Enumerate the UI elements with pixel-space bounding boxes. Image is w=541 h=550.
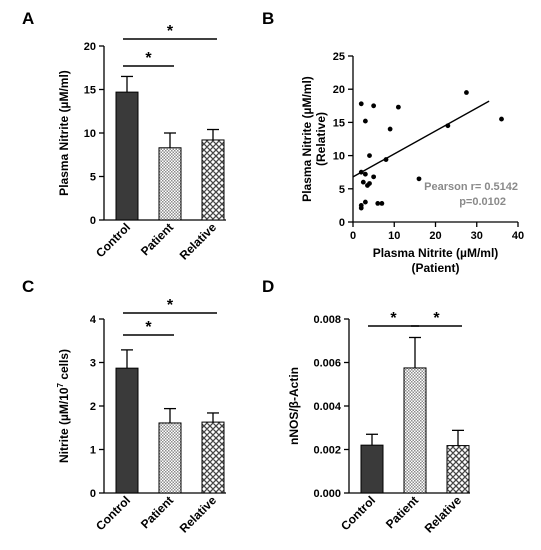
x-tick-label: 40 [512,230,524,242]
x-axis-label: Plasma Nitrite (µM/ml) [373,246,499,260]
scatter-point [371,174,377,180]
bar-control [360,444,384,494]
panel-c-bar-chart: 0 1 2 3 4 Nitrite (µM/107 cells) Control Patien… [56,297,226,536]
y-tick-label: 0.006 [313,358,341,370]
y-tick-label: 20 [333,84,345,96]
panel-a-bar-chart: 0 5 10 15 20 Plasma Nitrite (µM/ml) Control Pat… [57,23,226,263]
bar-patient [403,367,427,494]
bar-control [115,91,139,221]
panel-letter-a: A [22,9,34,28]
scatter-point [464,90,469,95]
y-axis-label: Nitrite (µM/107 cells) [56,349,71,463]
y-tick-label: 15 [333,117,345,129]
pearson-r-label: Pearson r= 0.5142 [424,181,518,193]
x-category-label: Control [93,220,133,260]
panel-letter-c: C [22,277,34,296]
significance-star: * [167,297,174,314]
y-tick-label: 0.004 [313,401,341,413]
scatter-point [395,104,401,110]
panel-letter-d: D [262,277,274,296]
scatter-point [365,183,370,188]
y-tick-label: 20 [84,41,96,53]
y-tick-label: 1 [90,445,96,457]
significance-star: * [145,50,152,67]
y-tick-label: 25 [333,51,345,63]
x-tick-label: 20 [429,230,441,242]
panel-d-bar-chart: 0.000 0.002 0.004 0.006 0.008 nNOS/β-Actin Con… [287,310,470,536]
y-tick-label: 0 [90,488,96,500]
y-tick-label: 5 [90,172,96,184]
x-category-label: Relative [422,493,465,536]
y-tick-label: 0.008 [313,314,341,326]
x-tick-label: 0 [350,230,356,242]
bar-control [115,367,139,494]
significance-star: * [390,310,397,327]
x-category-label: Control [338,493,378,533]
significance-star: * [167,23,174,40]
y-tick-label: 10 [84,128,96,140]
scatter-point [387,126,393,132]
regression-line [352,100,490,178]
bar-patient [158,147,182,221]
scatter-point [362,118,368,124]
p-value-label: p=0.0102 [459,196,506,208]
panel-b-scatter-plot: 0 10 20 30 40 0 5 10 15 20 25 Plasma Nitrite (µM/ml… [300,51,524,275]
bar-patient [158,422,182,494]
y-tick-label: 15 [84,85,96,97]
x-category-label: Patient [383,493,421,531]
scatter-point [416,176,422,182]
significance-star: * [433,310,440,327]
x-axis-label-sub: (Patient) [412,261,460,275]
y-tick-label: 0 [90,215,96,227]
scatter-point [358,205,364,211]
scatter-point [379,201,385,206]
scatter-point [358,101,364,107]
y-tick-label: 0.000 [313,488,341,500]
x-tick-label: 10 [388,230,400,242]
scatter-point [362,199,368,205]
x-category-label: Patient [138,220,176,258]
significance-star: * [145,319,152,336]
bar-relative [446,445,470,494]
scatter-point [375,201,381,206]
y-tick-label: 0 [339,217,345,229]
y-axis-label: Plasma Nitrite (µM/ml) [57,70,71,196]
x-category-label: Control [93,493,133,533]
panel-letter-b: B [262,9,274,28]
scatter-point [362,171,368,177]
y-tick-label: 2 [90,401,96,413]
x-category-label: Relative [177,220,220,263]
y-tick-label: 0.002 [313,445,341,457]
y-tick-label: 3 [90,358,96,370]
scatter-point [371,103,377,109]
y-tick-label: 4 [90,314,97,326]
y-axis-label-sub: (Relative) [314,112,328,166]
x-tick-label: 30 [471,230,483,242]
x-category-label: Patient [138,493,176,531]
scatter-point [499,116,504,122]
y-tick-label: 10 [333,151,345,163]
scatter-point [360,179,366,185]
x-category-label: Relative [177,493,220,536]
bar-relative [201,421,225,494]
scatter-point [367,153,372,159]
y-axis-label: Plasma Nitrite (µM/ml) [300,76,314,202]
bar-relative [201,139,225,221]
y-axis-label: nNOS/β-Actin [287,367,301,445]
y-tick-label: 5 [339,184,345,196]
